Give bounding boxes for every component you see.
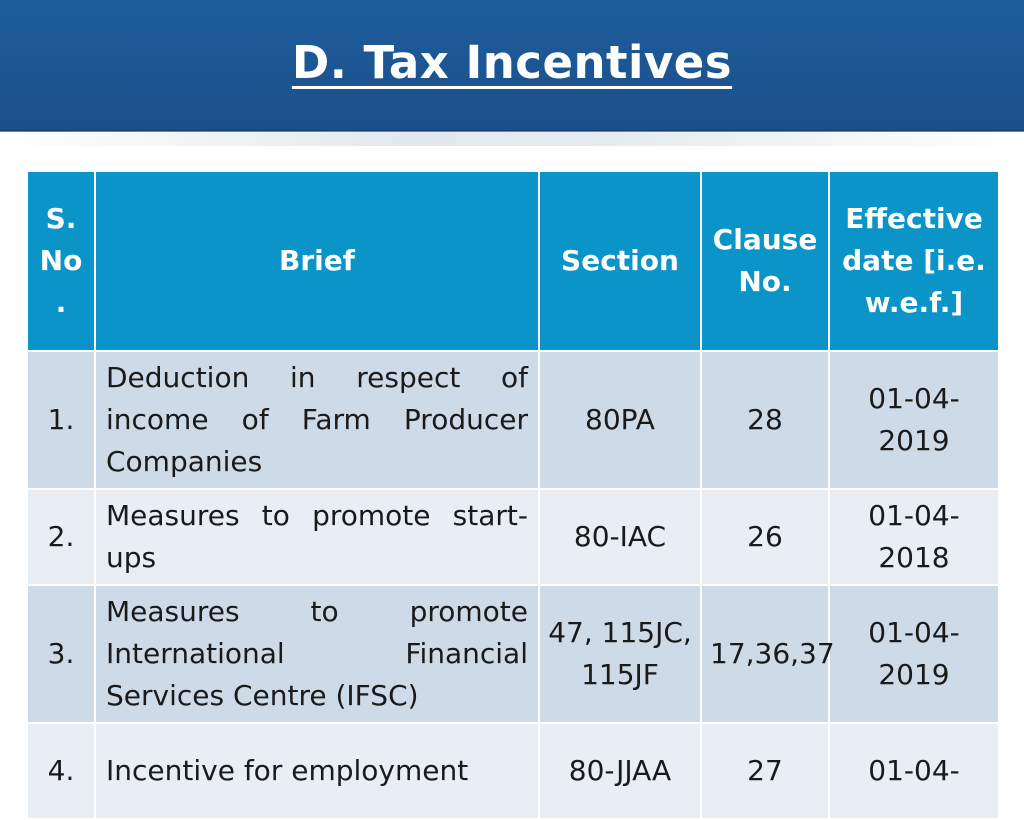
table-header-row: S. No . Brief Section Clause No. Effecti… <box>26 170 1000 352</box>
table-row: 4. Incentive for employment 80-JJAA 27 0… <box>26 722 1000 820</box>
header-effective-date: Effective date [i.e. w.e.f.] <box>828 170 1000 352</box>
header-brief: Brief <box>94 170 540 352</box>
cell-clause: 27 <box>700 722 830 820</box>
cell-section: 80-IAC <box>538 488 702 586</box>
cell-section: 47, 115JC, 115JF <box>538 584 702 724</box>
cell-brief: Measures to promote International Financ… <box>94 584 540 724</box>
cell-clause: 17,36,37 <box>700 584 835 724</box>
slide-title: D. Tax Incentives <box>291 36 733 89</box>
cell-clause: 26 <box>700 488 830 586</box>
cell-sno: 1. <box>26 350 96 490</box>
table-row: 2. Measures to promote start-ups 80-IAC … <box>26 488 1000 586</box>
cell-sno: 2. <box>26 488 96 586</box>
tax-incentives-table: S. No . Brief Section Clause No. Effecti… <box>26 170 1000 820</box>
header-section: Section <box>538 170 702 352</box>
table-row: 1. Deduction in respect of income of Far… <box>26 350 1000 490</box>
cell-clause: 28 <box>700 350 830 490</box>
header-divider <box>0 132 1024 146</box>
cell-brief: Deduction in respect of income of Farm P… <box>94 350 540 490</box>
cell-effective-date: 01-04- <box>828 722 1000 820</box>
cell-effective-date: 01-04-2018 <box>828 488 1000 586</box>
slide-header: D. Tax Incentives <box>0 0 1024 132</box>
cell-brief: Measures to promote start-ups <box>94 488 540 586</box>
table-row: 3. Measures to promote International Fin… <box>26 584 1000 724</box>
cell-effective-date: 01-04-2019 <box>828 350 1000 490</box>
cell-sno: 3. <box>26 584 96 724</box>
header-clause: Clause No. <box>700 170 830 352</box>
cell-section: 80PA <box>538 350 702 490</box>
cell-brief: Incentive for employment <box>94 722 540 820</box>
cell-sno: 4. <box>26 722 96 820</box>
cell-section: 80-JJAA <box>538 722 702 820</box>
cell-effective-date: 01-04-2019 <box>828 584 1000 724</box>
header-sno: S. No . <box>26 170 96 352</box>
